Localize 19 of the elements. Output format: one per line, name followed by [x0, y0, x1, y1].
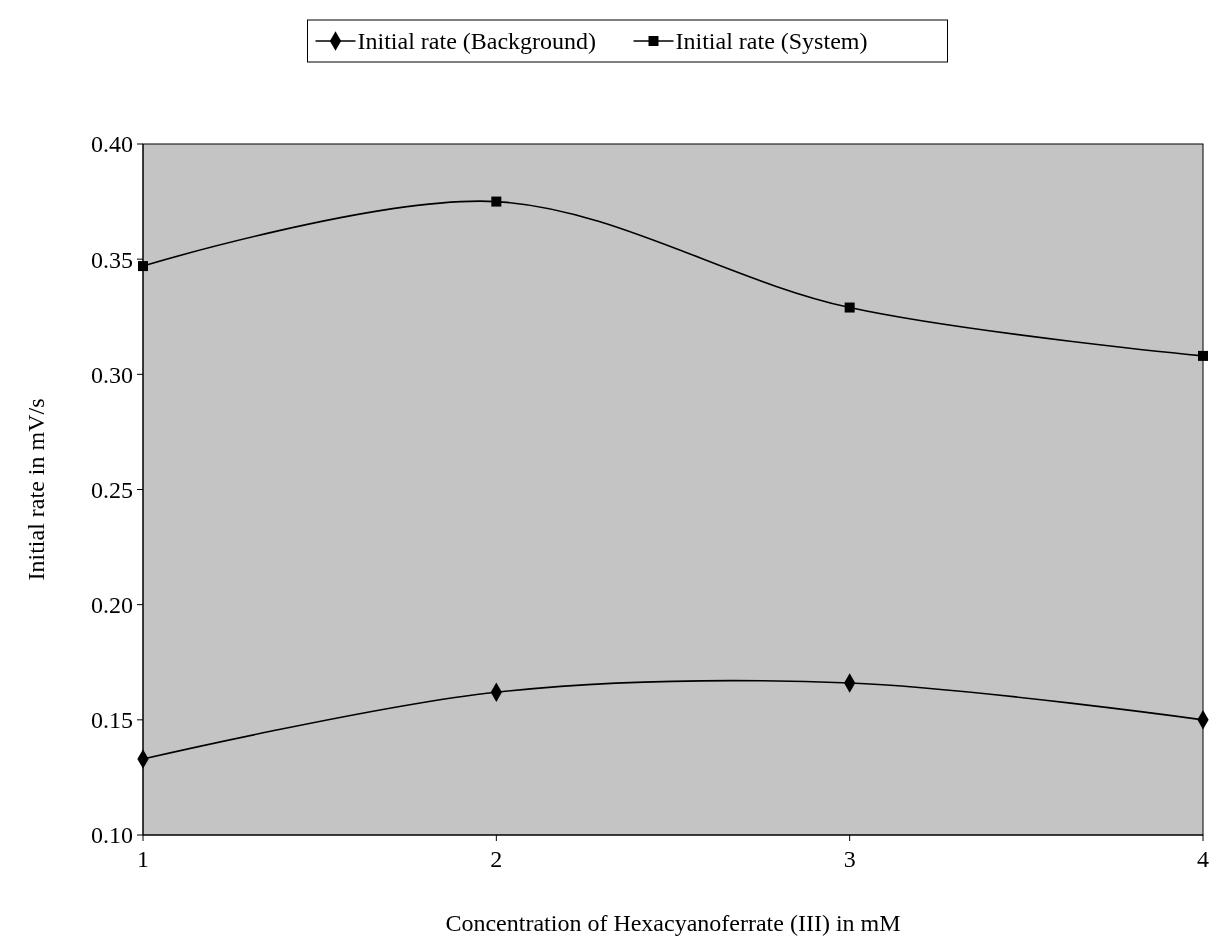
legend-label: Initial rate (Background): [357, 28, 597, 55]
legend-label: Initial rate (System): [675, 28, 868, 55]
y-tick-label: 0.25: [91, 476, 133, 503]
x-axis-title: Concentration of Hexacyanoferrate (III) in mM: [445, 910, 901, 936]
x-tick-label: 4: [1197, 846, 1209, 872]
y-tick-label: 0.20: [91, 592, 133, 619]
y-tick-label: 0.30: [91, 361, 133, 388]
x-tick-label: 3: [843, 846, 856, 872]
point: [844, 302, 855, 313]
y-tick-label: 0.10: [91, 822, 133, 849]
point: [138, 261, 148, 272]
x-tick-label: 1: [137, 846, 149, 872]
y-tick-label: 0.15: [91, 707, 133, 734]
point: [1198, 350, 1208, 361]
point: [491, 196, 502, 207]
x-tick-label: 2: [490, 846, 503, 872]
y-tick-label: 0.35: [91, 246, 133, 273]
y-axis-title: Initial rate in mV/s: [23, 398, 49, 581]
y-tick-label: 0.40: [91, 131, 133, 158]
